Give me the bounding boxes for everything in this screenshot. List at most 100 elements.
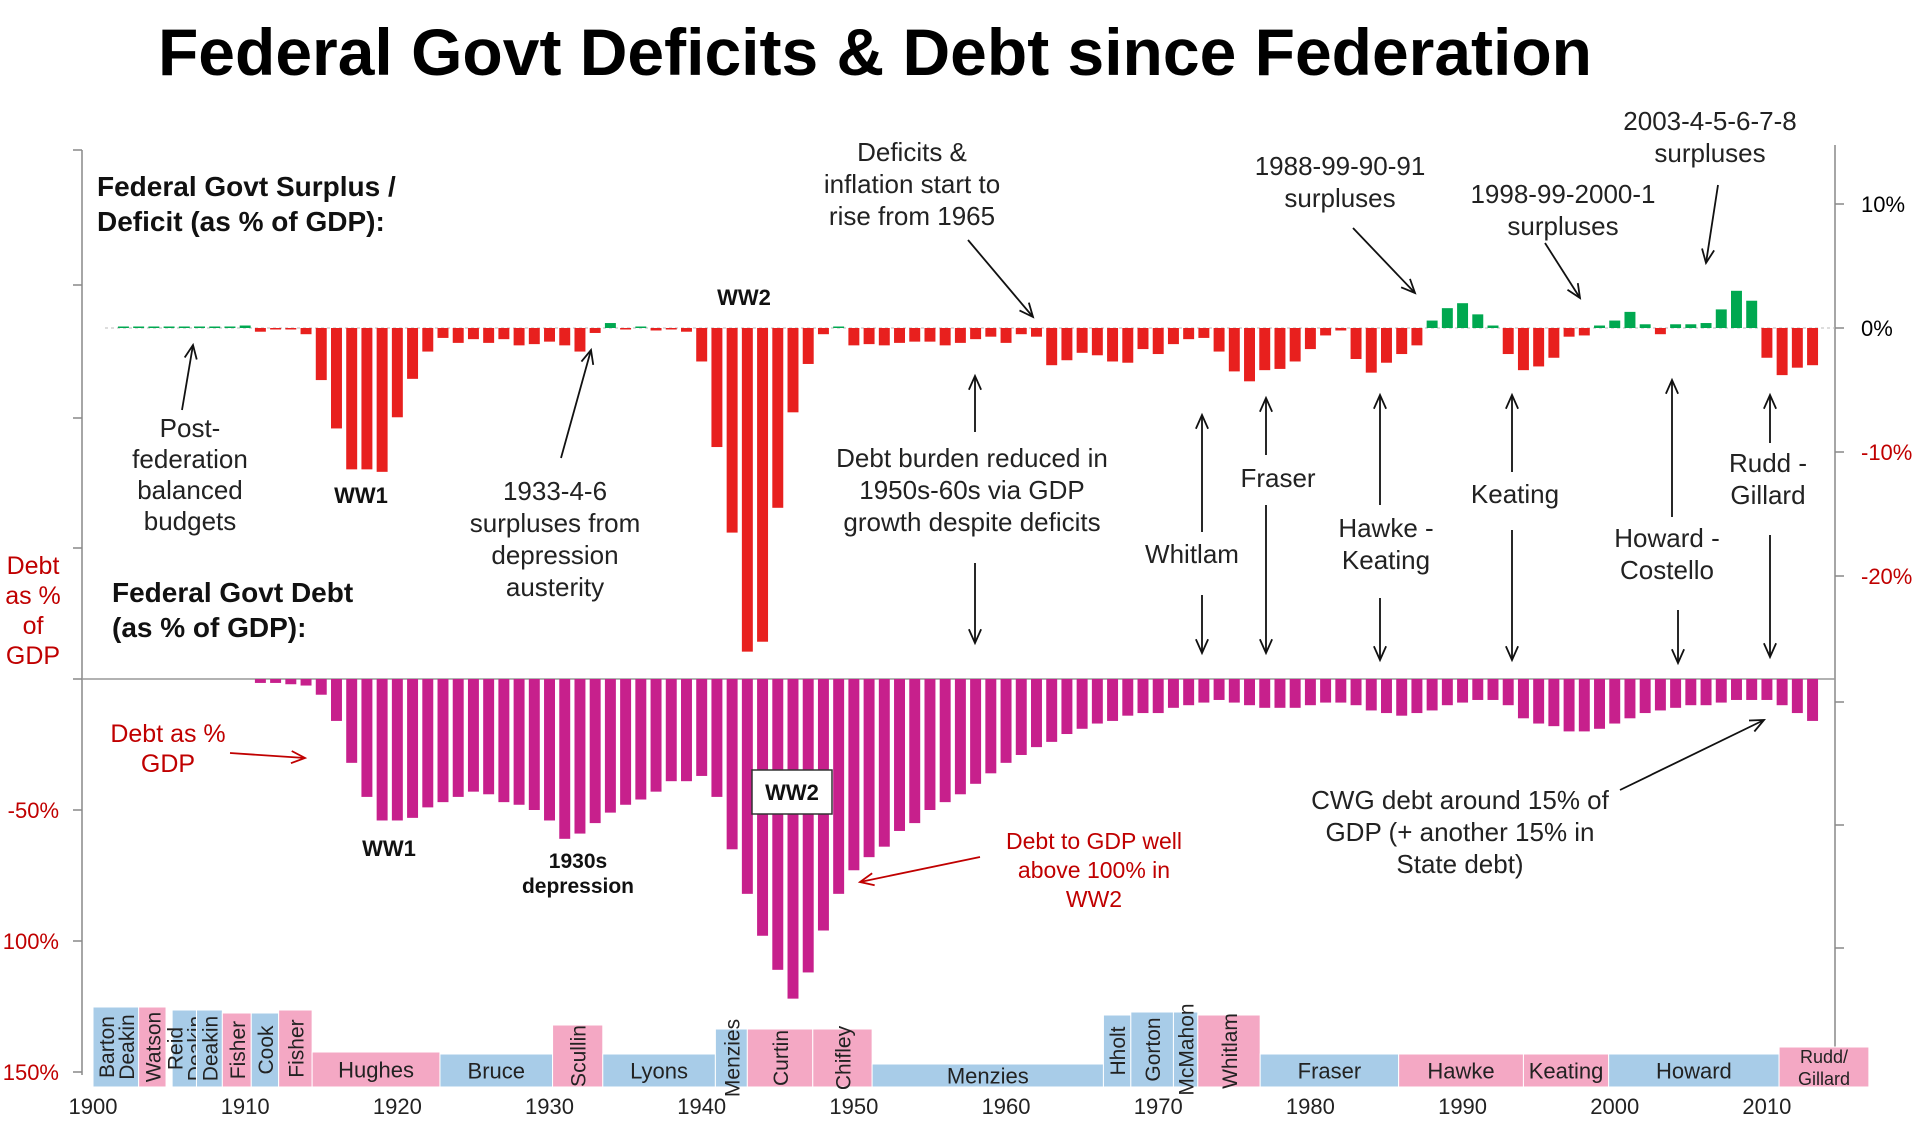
debt-bar (802, 679, 814, 973)
deficit-bar (528, 328, 540, 345)
debt-bar (665, 679, 677, 782)
annotation-post-federation-line-3: balanced (137, 475, 243, 505)
x-tick-label: 2000 (1590, 1094, 1639, 1119)
deficit-bar (1654, 328, 1666, 335)
debt-bar (1578, 679, 1590, 732)
pm-box (250, 1012, 280, 1088)
arrow-debt-as-pct-head (290, 750, 308, 765)
deficit-bar (1000, 328, 1012, 343)
debt-bar (1198, 679, 1210, 703)
x-tick-label: 1910 (221, 1094, 270, 1119)
pm-box (1522, 1053, 1610, 1088)
deficit-bar (574, 328, 586, 352)
arrow-hawke-keating-down-head (1373, 645, 1387, 663)
arrow-deficits-inflation (967, 239, 1034, 318)
annotation-howard-costello-line-1: Howard - (1614, 523, 1719, 553)
surplus-axis-tick-label: -20% (1861, 564, 1912, 589)
debt-bar (1731, 679, 1742, 700)
debt-bar (726, 679, 738, 850)
x-tick-label: 1980 (1286, 1094, 1335, 1119)
debt-axis-tick-label: 150% (3, 1060, 59, 1085)
annotation-post-federation-line-1: Post- (160, 413, 221, 443)
deficit-bar (1533, 328, 1545, 367)
surplus-bar (635, 326, 647, 328)
surplus-bar (1746, 300, 1758, 328)
pm-box (1778, 1046, 1870, 1088)
pm-name: Scullin (568, 1025, 591, 1087)
pm-name: Curtin (770, 1030, 793, 1086)
deficit-bar (817, 328, 829, 335)
pm-name: Menzies (721, 1019, 744, 1097)
deficit-bar (422, 328, 434, 352)
annotation-keating: Keating (1471, 479, 1559, 509)
debt-bar (1167, 679, 1179, 708)
annotation-surpluses-1988-line-1: 1988-99-90-91 (1255, 151, 1426, 181)
deficit-bar (437, 328, 449, 338)
debt-bar (1122, 679, 1134, 716)
deficit-bar (1259, 328, 1271, 371)
debt-bar (681, 679, 692, 782)
deficit-bar (1411, 328, 1423, 346)
debt-bar (452, 679, 464, 797)
pm-box (195, 1009, 223, 1088)
arrow-debt-burden-down-head (968, 628, 982, 646)
arrow-hawke-keating-up-head (1373, 392, 1387, 410)
deficit-bar (620, 328, 632, 330)
debt-bar (1244, 679, 1255, 706)
debt-bar (1472, 679, 1484, 700)
pm-box (1398, 1053, 1524, 1088)
annotation-debt-above-100-line-2: above 100% in (1018, 857, 1170, 883)
arrow-post-federation-head (183, 342, 198, 360)
deficit-bar (1228, 328, 1240, 372)
arrow-whitlam-down-head (1195, 638, 1209, 656)
arrow-surpluses-2003 (1705, 184, 1719, 264)
annotation-hawke-keating-line-2: Keating (1342, 545, 1430, 575)
pm-box (1172, 1011, 1199, 1088)
deficit-bar (498, 328, 510, 340)
ww2-debt-label-box (751, 769, 833, 815)
debt-bar (559, 679, 571, 839)
deficit-bar (757, 328, 769, 642)
debt-bar (467, 679, 479, 792)
deficit-bar (1381, 328, 1392, 363)
debt-bar (1320, 679, 1332, 703)
debt-bar (604, 679, 616, 813)
deficit-bar (863, 328, 875, 345)
debt-bar (1563, 679, 1575, 732)
pm-box (278, 1009, 313, 1088)
debt-bar (407, 679, 419, 818)
deficit-bar (1274, 328, 1286, 369)
debt-bar (528, 679, 540, 810)
annotation-deficits-inflation-line-3: rise from 1965 (829, 201, 995, 231)
surplus-bar (178, 326, 190, 328)
debt-bar (1791, 679, 1803, 714)
debt-bar (1228, 679, 1240, 703)
debt-bar (1517, 679, 1529, 719)
debt-bar (954, 679, 966, 795)
annotation-debt-as-pct-line-1: Debt as % (110, 720, 225, 748)
surplus-bar (163, 326, 175, 328)
arrow-surpluses-2003-head (1701, 248, 1715, 266)
deficit-bar (452, 328, 464, 343)
arrow-howard-costello-up-head (1665, 377, 1679, 395)
debt-bar (437, 679, 449, 803)
debt-bar (300, 679, 312, 686)
debt-bar (346, 679, 358, 763)
pm-box (311, 1051, 441, 1088)
debt-bar (1487, 679, 1499, 700)
surplus-bar (194, 326, 205, 328)
debt-bar (1502, 679, 1514, 706)
deficit-bar (1091, 328, 1103, 356)
annotation-cwg-debt-line-2: GDP (+ another 15% in (1325, 817, 1594, 847)
surplus-panel-label-line-1: Federal Govt Surplus / (97, 171, 396, 202)
surplus-bar (1639, 324, 1651, 328)
debt-bar (939, 679, 951, 803)
annotation-fraser: Fraser (1240, 463, 1315, 493)
annotation-ww2-debt: WW2 (765, 780, 819, 805)
annotation-depression-surpluses-line-2: surpluses from (470, 508, 641, 538)
x-tick-label: 2010 (1742, 1094, 1791, 1119)
debt-panel-label-line-1: Federal Govt Debt (112, 577, 353, 608)
x-tick-label: 1930 (525, 1094, 574, 1119)
debt-bar (878, 679, 890, 847)
x-tick-label: 1970 (1134, 1094, 1183, 1119)
